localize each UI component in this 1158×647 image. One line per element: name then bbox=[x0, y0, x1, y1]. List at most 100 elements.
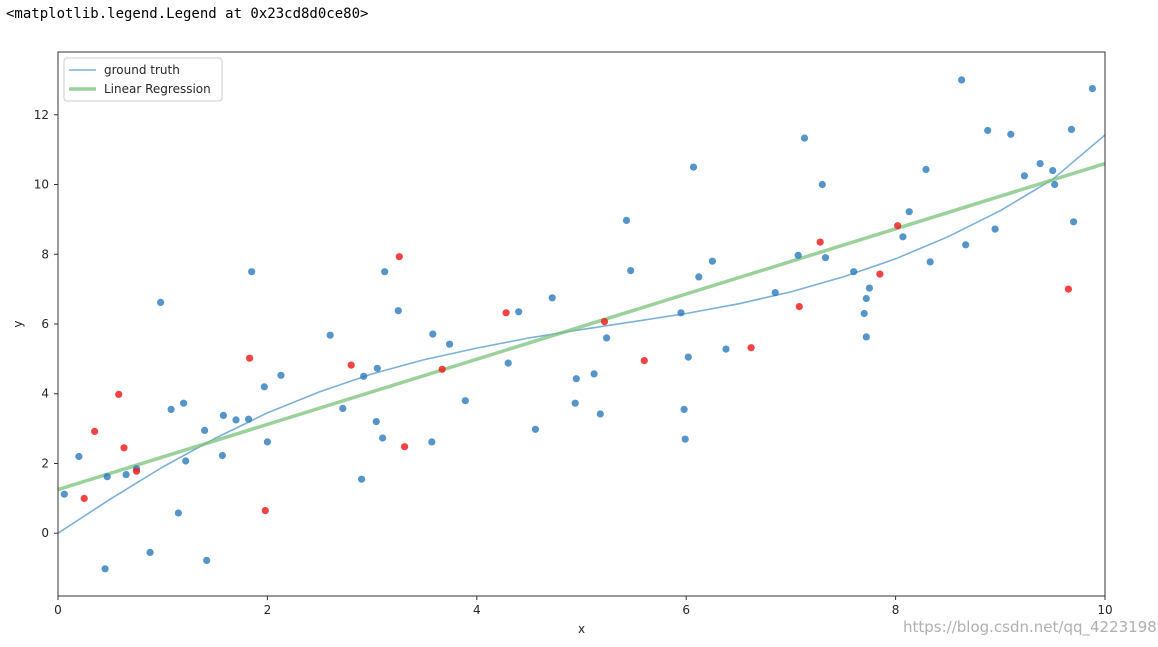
test-point bbox=[120, 444, 128, 452]
test-point bbox=[795, 303, 803, 311]
test-point bbox=[401, 443, 409, 451]
test-point bbox=[1064, 285, 1072, 293]
x-tick-label: 2 bbox=[264, 603, 272, 617]
test-point bbox=[894, 222, 902, 230]
train-point bbox=[263, 438, 271, 446]
x-axis-label: x bbox=[578, 622, 585, 636]
train-point bbox=[771, 289, 779, 297]
x-tick-label: 8 bbox=[892, 603, 900, 617]
train-point bbox=[926, 258, 934, 266]
train-point bbox=[446, 340, 454, 348]
legend-label-linear-regression: Linear Regression bbox=[104, 82, 211, 96]
train-point bbox=[428, 438, 436, 446]
y-tick-label: 2 bbox=[41, 456, 49, 470]
test-point bbox=[600, 318, 609, 326]
train-point bbox=[1007, 130, 1015, 138]
train-point bbox=[146, 548, 154, 557]
train-point bbox=[684, 353, 692, 361]
train-point bbox=[689, 163, 698, 171]
train-point bbox=[122, 471, 130, 479]
train-point bbox=[201, 426, 209, 434]
train-point bbox=[1036, 160, 1044, 168]
train-point bbox=[958, 76, 966, 84]
train-point bbox=[1088, 85, 1096, 93]
train-point bbox=[372, 418, 380, 426]
train-point bbox=[991, 225, 999, 233]
train-point bbox=[862, 294, 870, 303]
train-point bbox=[922, 165, 930, 174]
train-point bbox=[962, 241, 970, 249]
train-point bbox=[818, 180, 826, 189]
train-point bbox=[248, 268, 256, 276]
train-point bbox=[850, 268, 858, 276]
train-point bbox=[373, 364, 381, 372]
train-point bbox=[603, 334, 611, 342]
train-point bbox=[1051, 180, 1059, 189]
train-point bbox=[596, 410, 604, 418]
train-point bbox=[590, 370, 598, 378]
train-point bbox=[218, 451, 226, 460]
train-point bbox=[103, 473, 111, 481]
train-point bbox=[203, 556, 211, 565]
train-point bbox=[75, 452, 83, 461]
y-tick-label: 12 bbox=[34, 108, 49, 122]
train-point bbox=[504, 359, 512, 367]
train-point bbox=[461, 397, 469, 405]
test-point bbox=[80, 494, 88, 502]
train-point bbox=[379, 434, 387, 442]
train-point bbox=[429, 330, 437, 338]
train-point bbox=[180, 399, 188, 407]
train-point bbox=[572, 375, 580, 383]
chart-legend: ground truth Linear Regression bbox=[63, 57, 223, 102]
y-tick-label: 0 bbox=[41, 526, 49, 540]
train-point bbox=[394, 307, 402, 315]
test-point bbox=[132, 467, 141, 475]
train-point bbox=[339, 404, 347, 412]
train-point bbox=[174, 509, 182, 517]
test-point bbox=[246, 354, 254, 362]
train-point bbox=[627, 267, 635, 275]
train-point bbox=[862, 333, 870, 341]
train-point bbox=[1070, 218, 1078, 226]
train-point bbox=[1049, 167, 1057, 175]
train-point bbox=[571, 399, 579, 407]
train-point bbox=[515, 308, 523, 316]
train-point bbox=[1020, 172, 1028, 180]
train-point bbox=[60, 490, 68, 498]
test-point bbox=[438, 365, 446, 373]
y-tick-label: 6 bbox=[41, 317, 49, 331]
test-point bbox=[91, 427, 99, 435]
x-tick-label: 4 bbox=[473, 603, 481, 617]
linear-regression-line bbox=[58, 161, 1105, 492]
y-tick-label: 4 bbox=[41, 387, 49, 401]
test-point bbox=[502, 309, 510, 317]
train-point bbox=[905, 208, 913, 216]
train-point bbox=[182, 457, 190, 465]
train-point bbox=[101, 565, 109, 573]
test-point bbox=[261, 507, 269, 515]
cell-output-text: <matplotlib.legend.Legend at 0x23cd8d0ce… bbox=[6, 6, 369, 22]
train-point bbox=[899, 233, 907, 241]
watermark: https://blog.csdn.net/qq_42231980 bbox=[903, 618, 1158, 636]
y-tick-label: 10 bbox=[34, 178, 49, 192]
train-point bbox=[360, 372, 368, 380]
train-point bbox=[865, 284, 874, 292]
test-point bbox=[395, 253, 403, 261]
train-point bbox=[800, 134, 809, 142]
x-tick-label: 10 bbox=[1097, 603, 1112, 617]
train-point bbox=[695, 273, 703, 281]
y-axis-label: y bbox=[11, 320, 25, 327]
train-point bbox=[708, 257, 717, 265]
train-point bbox=[984, 126, 992, 135]
train-point bbox=[157, 298, 165, 306]
x-tick-label: 0 bbox=[54, 603, 62, 617]
test-point bbox=[115, 390, 123, 398]
train-point bbox=[1067, 125, 1076, 133]
test-point bbox=[747, 344, 755, 352]
train-point bbox=[219, 411, 227, 419]
train-point bbox=[722, 345, 730, 353]
train-point bbox=[232, 416, 240, 424]
train-point bbox=[326, 331, 334, 339]
train-point bbox=[531, 425, 540, 433]
